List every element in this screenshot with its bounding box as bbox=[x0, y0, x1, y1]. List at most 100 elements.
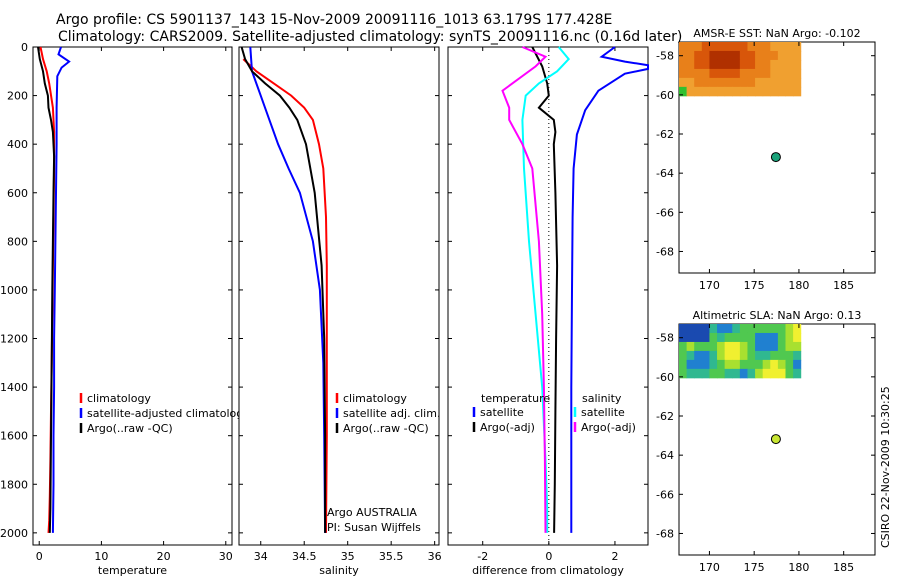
heatmap-cell bbox=[694, 86, 703, 97]
x-tick-label: 0 bbox=[545, 550, 552, 563]
heatmap-cell bbox=[717, 86, 726, 97]
heatmap-cell bbox=[709, 59, 718, 70]
legend-label: climatology bbox=[343, 392, 407, 405]
heatmap-cell bbox=[770, 77, 779, 88]
heatmap-cell bbox=[724, 50, 733, 61]
heatmap-cell bbox=[777, 332, 787, 343]
x-tick-label: 35.5 bbox=[379, 550, 404, 563]
heatmap-cell bbox=[701, 68, 710, 79]
heatmap-cell bbox=[709, 50, 718, 61]
y-tick-label: -66 bbox=[656, 488, 674, 501]
heatmap-cell bbox=[785, 68, 794, 79]
legend-label: satellite adj. clim. bbox=[343, 407, 440, 420]
heatmap-cell bbox=[755, 59, 764, 70]
heatmap-cell bbox=[717, 59, 726, 70]
salinity-panel: 34 34.5 35 35.5 36 salinity climatology satelli… bbox=[238, 46, 442, 577]
heatmap-cell bbox=[762, 368, 771, 379]
plot-frame bbox=[32, 46, 233, 546]
heatmap-cell bbox=[732, 350, 741, 361]
heatmap-cell bbox=[755, 86, 764, 97]
heatmap-cell bbox=[724, 68, 733, 79]
heatmap-cell bbox=[679, 324, 688, 334]
heatmap-cell bbox=[770, 350, 779, 361]
heatmap-cell bbox=[739, 332, 748, 343]
heatmap-cell bbox=[679, 368, 688, 379]
map-title: AMSR-E SST: NaN Argo: -0.102 bbox=[693, 27, 860, 40]
heatmap-cell bbox=[777, 341, 787, 352]
heatmap-cell bbox=[785, 324, 794, 334]
heatmap-cell bbox=[793, 42, 802, 52]
heatmap-cell bbox=[793, 68, 802, 79]
heatmap-cell bbox=[701, 350, 710, 361]
heatmap-cell bbox=[747, 368, 756, 379]
float-marker bbox=[770, 434, 781, 445]
x-tick-label: 0 bbox=[36, 550, 43, 563]
heatmap-cell bbox=[762, 324, 771, 334]
heatmap-cell bbox=[717, 68, 726, 79]
heatmap-cell bbox=[709, 332, 718, 343]
heatmap-cell bbox=[755, 350, 764, 361]
heatmap-cell bbox=[686, 68, 695, 79]
legend-label: Argo(-adj) bbox=[581, 421, 636, 434]
heatmap-cell bbox=[732, 324, 741, 334]
heatmap-cell bbox=[739, 350, 748, 361]
heatmap-cell bbox=[793, 359, 802, 370]
heatmap-cell bbox=[709, 68, 718, 79]
y-tick-label: 800 bbox=[7, 235, 28, 248]
heatmap-cell bbox=[770, 368, 779, 379]
heatmap-cell bbox=[762, 359, 771, 370]
heatmap-cell bbox=[770, 359, 779, 370]
heatmap-cell bbox=[701, 77, 710, 88]
x-tick-label: 36 bbox=[428, 550, 442, 563]
y-tick-label: -60 bbox=[656, 89, 674, 102]
heatmap-cell bbox=[679, 350, 688, 361]
heatmap-cell bbox=[701, 324, 710, 334]
heatmap-cell bbox=[679, 86, 688, 97]
heatmap-cell bbox=[755, 77, 764, 88]
heatmap-cell bbox=[785, 368, 794, 379]
x-tick-label: 10 bbox=[94, 550, 108, 563]
x-tick-label: 35 bbox=[341, 550, 355, 563]
heatmap-cell bbox=[724, 359, 733, 370]
heatmap-cell bbox=[709, 324, 718, 334]
heatmap-cell bbox=[755, 68, 764, 79]
y-tick-label: 1000 bbox=[0, 284, 28, 297]
heatmap-cell bbox=[785, 332, 794, 343]
heatmap-cell bbox=[755, 42, 764, 52]
heatmap-cell bbox=[694, 42, 703, 52]
heatmap-cell bbox=[793, 368, 802, 379]
heatmap-cell bbox=[747, 68, 756, 79]
heatmap-cell bbox=[755, 359, 764, 370]
heatmap-cell bbox=[755, 332, 764, 343]
x-tick-label: 2 bbox=[611, 550, 618, 563]
heatmap-cell bbox=[755, 324, 764, 334]
heatmap-cell bbox=[732, 77, 741, 88]
heatmap-cell bbox=[701, 332, 710, 343]
heatmap-cell bbox=[762, 86, 771, 97]
heatmap-cell bbox=[701, 86, 710, 97]
heatmap-cell bbox=[686, 359, 695, 370]
temperature-panel: 0 10 20 30 temperature 0 200 400 600 800 1000 1200 1… bbox=[0, 41, 250, 577]
y-tick-label: -58 bbox=[656, 50, 674, 63]
heatmap-cell bbox=[732, 332, 741, 343]
heatmap-cell bbox=[777, 68, 787, 79]
legend-label: satellite-adjusted climatology bbox=[87, 407, 250, 420]
heatmap-cell bbox=[724, 332, 733, 343]
heatmap-cell bbox=[762, 77, 771, 88]
y-tick-label: -68 bbox=[656, 527, 674, 540]
heatmap-cell bbox=[747, 50, 756, 61]
heatmap-cell bbox=[770, 68, 779, 79]
heatmap-cell bbox=[686, 368, 695, 379]
x-tick-label: 30 bbox=[219, 550, 233, 563]
heatmap-cell bbox=[785, 50, 794, 61]
heatmap-cell bbox=[770, 341, 779, 352]
heatmap-cell bbox=[709, 77, 718, 88]
heatmap-cell bbox=[694, 50, 703, 61]
heatmap-cell bbox=[701, 341, 710, 352]
x-axis-label: difference from climatology bbox=[472, 564, 624, 577]
heatmap-cell bbox=[686, 77, 695, 88]
heatmap-cell bbox=[747, 77, 756, 88]
heatmap-cell bbox=[793, 324, 802, 334]
heatmap-cell bbox=[679, 359, 688, 370]
heatmap-cell bbox=[747, 42, 756, 52]
